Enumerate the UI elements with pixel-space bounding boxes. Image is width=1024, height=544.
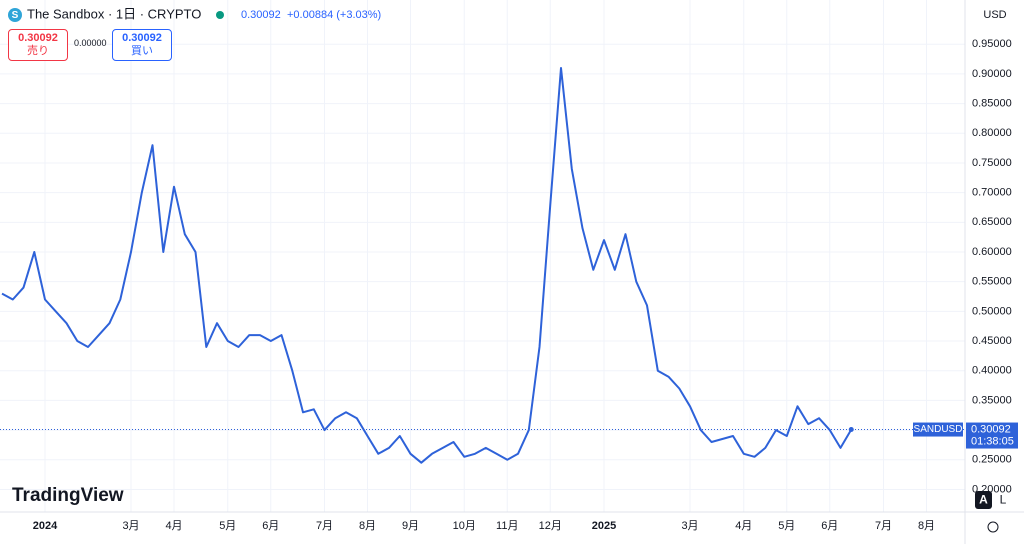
- y-tick-label: 0.55000: [972, 276, 1012, 288]
- x-tick-label: 4月: [735, 520, 752, 532]
- x-tick-label: 5月: [219, 520, 236, 532]
- price-tag: [966, 422, 1018, 449]
- y-tick-label: 0.60000: [972, 246, 1012, 258]
- symbol-tag: [913, 422, 963, 437]
- sell-button[interactable]: 0.30092 売り: [8, 29, 68, 61]
- countdown-label: 01:38:05: [971, 435, 1014, 447]
- y-tick-label: 0.35000: [972, 394, 1012, 406]
- auto-scale-button[interactable]: [975, 491, 992, 509]
- spread: 0.00000: [74, 38, 107, 48]
- market-status: [216, 11, 224, 19]
- x-tick-label: 7月: [875, 520, 892, 532]
- x-tick-label: 8月: [359, 520, 376, 532]
- buy-price: 0.30092: [122, 32, 162, 44]
- auto-scale-label[interactable]: A: [979, 493, 988, 507]
- symbol-title: The Sandbox · 1日 · CRYPTO: [27, 6, 201, 21]
- x-tick-label: 4月: [165, 520, 182, 532]
- x-tick-label: 10月: [453, 520, 476, 532]
- last-price-dot: [848, 427, 854, 433]
- y-tick-label: 0.95000: [972, 38, 1012, 50]
- log-scale-label[interactable]: L: [1000, 493, 1007, 507]
- x-tick-label: 6月: [262, 520, 279, 532]
- x-tick-label: 7月: [316, 520, 333, 532]
- y-tick-label: 0.65000: [972, 216, 1012, 228]
- x-tick-label: 3月: [122, 520, 139, 532]
- symbol-tag-label: SANDUSD: [914, 424, 963, 435]
- x-tick-label: 2025: [592, 520, 616, 532]
- header-price: 0.30092: [241, 9, 281, 21]
- y-tick-label: 0.85000: [972, 98, 1012, 110]
- sell-price: 0.30092: [18, 32, 58, 44]
- x-tick-label: 9月: [402, 520, 419, 532]
- symbol-icon: [8, 8, 22, 22]
- x-tick-label: 3月: [681, 520, 698, 532]
- symbol-icon-letter: S: [12, 10, 19, 21]
- x-tick-label: 8月: [918, 520, 935, 532]
- y-tick-label: 0.25000: [972, 454, 1012, 466]
- y-tick-label: 0.45000: [972, 335, 1012, 347]
- buy-button[interactable]: 0.30092 買い: [112, 29, 172, 61]
- price-line: [1, 67, 853, 464]
- y-tick-label: 0.50000: [972, 305, 1012, 317]
- y-tick-label: 0.75000: [972, 157, 1012, 169]
- y-tick-label: 0.90000: [972, 68, 1012, 80]
- y-tick-label: 0.40000: [972, 365, 1012, 377]
- x-tick-label: 11月: [496, 520, 518, 532]
- settings-icon[interactable]: [987, 521, 999, 533]
- sell-label: 売り: [27, 45, 49, 57]
- logo: TradingView: [12, 485, 124, 506]
- x-tick-label: 12月: [539, 520, 562, 532]
- currency[interactable]: USD: [983, 9, 1006, 21]
- x-tick-label: 5月: [778, 520, 795, 532]
- price-tag-label: 0.30092: [971, 423, 1011, 435]
- x-tick-label: 6月: [821, 520, 838, 532]
- header-change: +0.00884 (+3.03%): [287, 9, 381, 21]
- y-tick-label: 0.20000: [972, 483, 1012, 495]
- y-tick-label: 0.80000: [972, 127, 1012, 139]
- x-tick-label: 2024: [33, 520, 58, 532]
- buy-label: 買い: [131, 45, 153, 57]
- y-tick-label: 0.70000: [972, 187, 1012, 199]
